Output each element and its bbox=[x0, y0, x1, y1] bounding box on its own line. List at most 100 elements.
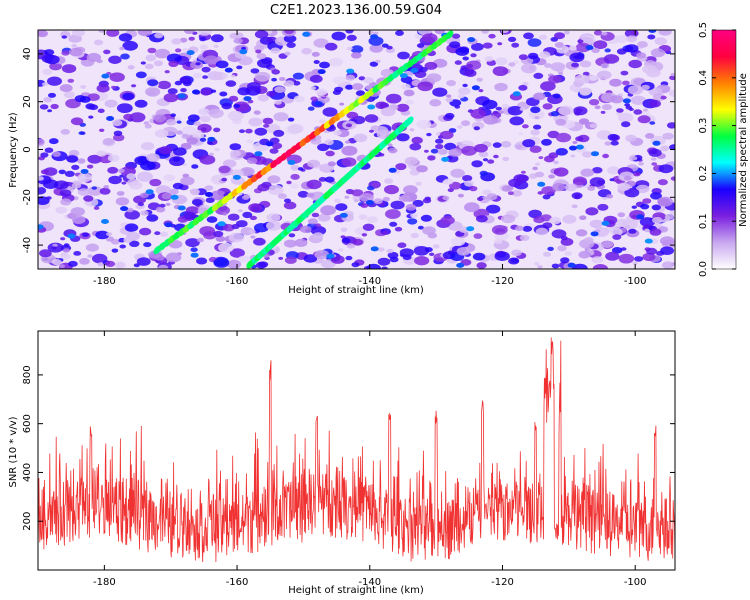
heatmap-cell bbox=[59, 84, 73, 93]
heatmap-cell bbox=[63, 91, 75, 99]
heatmap-cell bbox=[464, 180, 474, 187]
heatmap-cell bbox=[227, 110, 244, 121]
heatmap-cell bbox=[186, 137, 199, 145]
heatmap-cell bbox=[607, 166, 620, 175]
heatmap-cell bbox=[120, 206, 129, 212]
heatmap-cell bbox=[50, 103, 59, 110]
heatmap-cell bbox=[185, 238, 200, 248]
heatmap-cell bbox=[286, 42, 296, 48]
heatmap-cell bbox=[62, 248, 70, 253]
heatmap-cell bbox=[636, 52, 647, 59]
heatmap-cell bbox=[501, 103, 509, 109]
heatmap-cell bbox=[375, 101, 388, 110]
heatmap-cell bbox=[208, 108, 224, 119]
heatmap-cell bbox=[40, 152, 49, 158]
heatmap-cell bbox=[471, 85, 480, 91]
heatmap-cell bbox=[245, 128, 253, 134]
heatmap-cell bbox=[175, 48, 182, 53]
heatmap-panel: -180 -160 -140 -120 -100 -40 -20 0 20 40 Height … bbox=[8, 29, 676, 296]
heatmap-cell bbox=[414, 256, 430, 266]
heatmap-cell bbox=[580, 35, 596, 46]
heatmap-cell bbox=[627, 85, 644, 95]
heatmap-cell bbox=[416, 119, 432, 129]
heatmap-cell bbox=[555, 132, 572, 143]
heatmap-cell bbox=[375, 59, 381, 64]
heatmap-cell bbox=[497, 42, 503, 46]
heatmap-cell bbox=[154, 48, 171, 59]
heatmap-cell bbox=[374, 126, 389, 135]
heatmap-cell bbox=[473, 233, 483, 239]
heatmap-cell bbox=[610, 140, 619, 146]
heatmap-cell bbox=[344, 195, 350, 199]
heatmap-cell bbox=[572, 140, 578, 145]
heatmap-cell bbox=[644, 238, 653, 244]
heatmap-cell bbox=[99, 128, 105, 132]
heatmap-cell bbox=[412, 199, 424, 207]
heatmap-cell bbox=[410, 232, 419, 239]
heatmap-cell bbox=[230, 150, 241, 157]
heatmap-cell bbox=[620, 247, 627, 251]
heatmap-cell bbox=[385, 93, 402, 104]
heatmap-cell bbox=[199, 137, 207, 142]
heatmap-cell bbox=[159, 231, 169, 237]
heatmap-cell bbox=[452, 33, 461, 39]
heatmap-cell bbox=[60, 198, 72, 206]
heatmap-cell bbox=[205, 197, 215, 203]
heatmap-y-tick-label: 0 bbox=[22, 146, 33, 152]
heatmap-cell bbox=[397, 242, 407, 248]
heatmap-cell bbox=[231, 223, 240, 230]
heatmap-cell bbox=[429, 99, 442, 107]
heatmap-cell bbox=[591, 256, 604, 264]
heatmap-cell bbox=[248, 229, 256, 234]
heatmap-cell bbox=[602, 153, 609, 159]
heatmap-cell bbox=[38, 186, 47, 195]
heatmap-cell bbox=[534, 262, 540, 266]
heatmap-cell bbox=[145, 189, 154, 195]
heatmap-cell bbox=[164, 222, 173, 228]
heatmap-cell bbox=[564, 251, 572, 256]
heatmap-cell bbox=[628, 228, 637, 234]
heatmap-cell bbox=[195, 62, 201, 66]
colorbar: 0.0 0.1 0.2 0.3 0.4 0.5 Normalized spectral a… bbox=[698, 22, 749, 277]
heatmap-cell bbox=[647, 34, 656, 40]
heatmap-cell bbox=[533, 124, 542, 130]
heatmap-cell bbox=[370, 34, 379, 40]
heatmap-cell bbox=[228, 232, 245, 243]
heatmap-x-ticks: -180 -160 -140 -120 -100 bbox=[93, 30, 647, 287]
heatmap-cell bbox=[483, 115, 499, 125]
heatmap-cell bbox=[345, 84, 354, 90]
heatmap-cell bbox=[569, 145, 577, 151]
heatmap-cell bbox=[417, 225, 424, 230]
heatmap-cell bbox=[38, 224, 44, 230]
heatmap-cell bbox=[283, 239, 297, 248]
heatmap-cell bbox=[140, 192, 149, 198]
heatmap-cell bbox=[93, 39, 104, 46]
heatmap-cell bbox=[352, 238, 364, 246]
heatmap-cell bbox=[492, 66, 509, 76]
heatmap-cell bbox=[382, 43, 389, 48]
heatmap-cell bbox=[176, 130, 184, 135]
heatmap-cell bbox=[225, 80, 237, 87]
heatmap-cell bbox=[589, 177, 606, 187]
heatmap-cell bbox=[441, 156, 450, 162]
heatmap-y-ticks: -40 -20 0 20 40 bbox=[22, 48, 675, 253]
heatmap-cell bbox=[325, 150, 335, 157]
heatmap-cell bbox=[297, 190, 309, 198]
snr-series-line bbox=[38, 337, 675, 563]
heatmap-cell bbox=[122, 40, 138, 51]
colorbar-gradient bbox=[711, 29, 737, 270]
heatmap-cell bbox=[345, 255, 353, 261]
heatmap-cell bbox=[307, 218, 318, 225]
heatmap-cell bbox=[528, 209, 542, 219]
heatmap-cell bbox=[471, 42, 484, 51]
heatmap-cell bbox=[548, 152, 559, 159]
heatmap-cell bbox=[422, 198, 432, 204]
heatmap-cell bbox=[643, 108, 648, 112]
heatmap-cell bbox=[68, 260, 78, 267]
heatmap-cell bbox=[254, 127, 268, 136]
snr-background bbox=[38, 331, 675, 570]
heatmap-cell bbox=[377, 247, 385, 252]
heatmap-cell bbox=[103, 185, 109, 189]
heatmap-cell bbox=[631, 205, 637, 209]
